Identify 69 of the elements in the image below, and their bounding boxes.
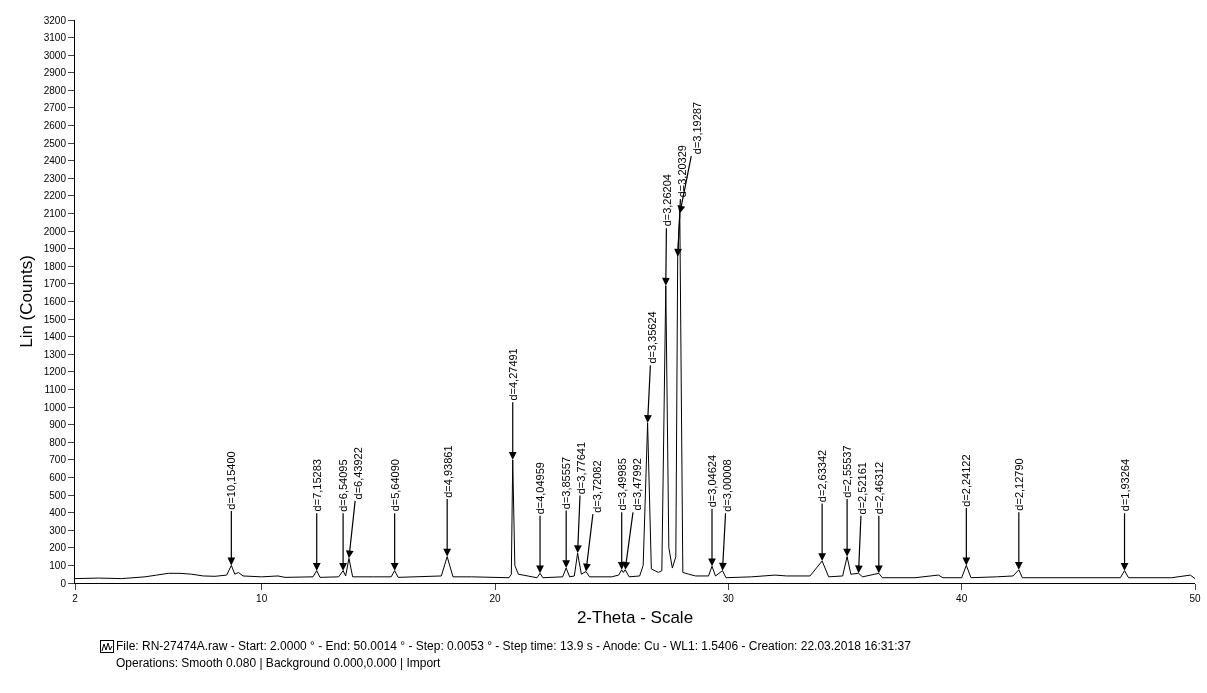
y-tick-label: 800 — [49, 436, 67, 448]
x-tick-label: 40 — [956, 593, 968, 604]
annotation: d=3,85557 — [560, 456, 573, 510]
y-tick-label: 2700 — [43, 102, 67, 114]
y-tick-label: 1700 — [43, 278, 67, 290]
y-tick-label: 2500 — [43, 137, 67, 149]
annotation: d=4,93861 — [441, 445, 454, 498]
y-tick-label: 1500 — [43, 313, 67, 325]
y-tick-label: 1800 — [43, 260, 67, 272]
y-tick-label: 2300 — [43, 172, 67, 184]
annotation: d=2,12790 — [1013, 458, 1026, 511]
annotation: d=3,26204 — [661, 174, 674, 227]
y-tick-label: 3200 — [43, 14, 67, 26]
annotation: d=3,00008 — [721, 459, 734, 512]
y-tick-label: 300 — [49, 524, 67, 536]
x-tick-label: 50 — [1189, 593, 1201, 604]
annotation: d=10,15400 — [224, 451, 237, 510]
y-tick-label: 600 — [49, 471, 67, 483]
y-tick-label: 400 — [49, 507, 67, 519]
annotation: d=2,52161 — [855, 462, 868, 515]
y-tick-label: 900 — [49, 419, 67, 431]
annotation: d=6,54095 — [337, 459, 350, 512]
x-tick-label: 30 — [722, 593, 735, 604]
x-axis-title: 2-Theta - Scale — [576, 608, 694, 628]
annotation: d=3,72082 — [590, 460, 603, 513]
annotation: d=5,64090 — [388, 459, 401, 512]
x-tick-label: 10 — [256, 593, 268, 604]
annotation: d=3,77641 — [575, 441, 588, 495]
y-axis-title: Lin (Counts) — [17, 255, 37, 348]
y-tick-label: 1000 — [43, 401, 67, 413]
y-tick-label: 2600 — [43, 120, 67, 132]
annotation: d=1,93264 — [1118, 458, 1131, 512]
y-tick-label: 3100 — [43, 32, 67, 44]
y-tick-label: 500 — [49, 489, 67, 501]
y-tick-label: 3000 — [43, 49, 67, 61]
y-tick-label: 2000 — [43, 225, 67, 237]
annotation: d=4,27491 — [506, 348, 519, 401]
y-tick-label: 2800 — [43, 84, 67, 96]
x-tick-label: 20 — [489, 593, 501, 604]
annotation: d=3,19287 — [691, 101, 704, 155]
annotation: d=3,20329 — [676, 145, 689, 198]
y-tick-label: 700 — [49, 454, 67, 466]
y-tick-label: 2900 — [43, 67, 67, 79]
annotation: d=6,43922 — [351, 447, 364, 500]
annotation: d=2,46312 — [872, 461, 885, 515]
annotation: d=2,55537 — [841, 445, 854, 498]
y-tick-label: 1300 — [43, 348, 67, 360]
annotation: d=3,49985 — [615, 458, 628, 511]
x-tick-label: 2 — [72, 593, 79, 604]
y-tick-label: 1100 — [44, 383, 67, 395]
y-tick-label: 2400 — [43, 155, 67, 167]
y-tick-label: 2100 — [43, 208, 67, 220]
annotation: d=3,35624 — [645, 311, 658, 364]
y-tick-label: 1600 — [43, 296, 67, 307]
text: Operations: Smooth 0.080 | Background 0.000,0.000 | Import — [116, 656, 441, 670]
text: File: RN-27474A.raw - Start: 2.0000 ° - End: 50.0014 ° - Step: 0.0053 ° - Step time: 13.9 s - Anode: Cu - WL1: 1.5406 - Creation: 22.03.2018 16:31:37 — [116, 639, 911, 653]
annotation: d=3,47992 — [630, 458, 643, 511]
y-tick-label: 1900 — [43, 243, 67, 255]
y-tick-label: 100 — [49, 559, 67, 571]
y-tick-label: 1400 — [43, 331, 67, 343]
annotation: d=2,63342 — [816, 449, 829, 503]
annotation: d=2,24122 — [959, 454, 972, 507]
y-tick-label: 2200 — [43, 190, 67, 202]
annotation: d=4,04959 — [533, 462, 546, 515]
annotation: d=3,04624 — [705, 454, 718, 508]
y-tick-label: 1200 — [43, 366, 67, 378]
y-tick-label: 200 — [49, 542, 67, 554]
y-tick-label: 0 — [60, 577, 67, 589]
annotation: d=7,15283 — [311, 459, 324, 512]
